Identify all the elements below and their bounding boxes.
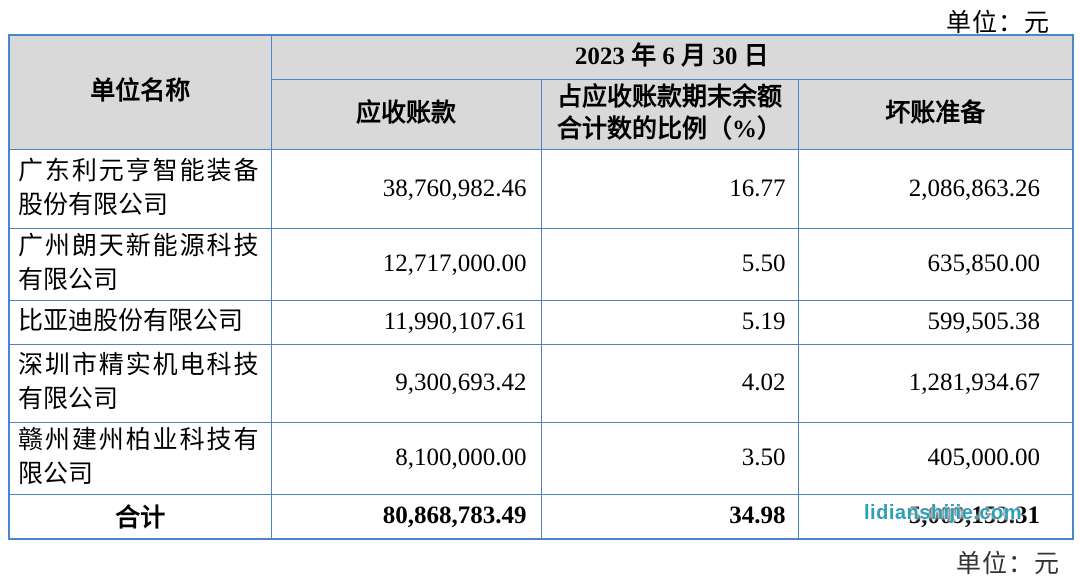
site-watermark: lidianshijie.com [864, 502, 1023, 524]
receivable-value: 12,717,000.00 [270, 227, 542, 301]
company-name: 比亚迪股份有限公司 [8, 299, 272, 345]
table-row: 广州朗天新能源科技有限公司 12,717,000.00 5.50 635,850… [8, 227, 1074, 301]
receivable-value: 9,300,693.42 [270, 343, 542, 423]
company-name: 深圳市精实机电科技有限公司 [8, 343, 272, 423]
total-label: 合计 [8, 493, 272, 540]
bad-debt-value: 405,000.00 [797, 421, 1074, 495]
ratio-value: 16.77 [540, 148, 799, 229]
document-page: { "page": { "unit_label": "单位：元", "botto… [8, 10, 1075, 578]
total-row: 合计 80,868,783.49 34.98 5,009,153.31 [8, 493, 1074, 540]
column-header-bad-debt: 坏账准备 [797, 78, 1074, 150]
header-row-date: 单位名称 2023 年 6 月 30 日 [8, 34, 1074, 150]
company-name: 广东利元亨智能装备股份有限公司 [8, 148, 272, 229]
table-row: 深圳市精实机电科技有限公司 9,300,693.42 4.02 1,281,93… [8, 343, 1074, 423]
total-receivable-value: 80,868,783.49 [270, 493, 542, 540]
receivable-value: 8,100,000.00 [270, 421, 542, 495]
total-bad-debt-value: 5,009,153.31 [797, 493, 1074, 540]
ratio-value: 5.50 [540, 227, 799, 301]
table-row: 广东利元亨智能装备股份有限公司 38,760,982.46 16.77 2,08… [8, 148, 1074, 229]
bad-debt-value: 635,850.00 [797, 227, 1074, 301]
company-name: 赣州建州柏业科技有限公司 [8, 421, 272, 495]
accounts-receivable-table: 单位名称 2023 年 6 月 30 日 应收账款 占应收账款期末余额合计数的比… [8, 34, 1075, 540]
column-header-ratio: 占应收账款期末余额合计数的比例（%） [540, 78, 799, 150]
receivable-value: 38,760,982.46 [270, 148, 542, 229]
bad-debt-value: 2,086,863.26 [797, 148, 1074, 229]
total-ratio-value: 34.98 [540, 493, 799, 540]
header-row-metrics: 应收账款 占应收账款期末余额合计数的比例（%） 坏账准备 [9, 78, 1074, 150]
column-header-receivable: 应收账款 [270, 78, 542, 150]
bad-debt-value: 1,281,934.67 [797, 343, 1074, 423]
company-name: 广州朗天新能源科技有限公司 [8, 227, 272, 301]
bottom-partial-unit-label: 单位：元 [956, 551, 1061, 578]
bad-debt-value: 599,505.38 [797, 299, 1074, 345]
table-row: 比亚迪股份有限公司 11,990,107.61 5.19 599,505.38 [8, 299, 1074, 345]
receivable-value: 11,990,107.61 [270, 299, 542, 345]
ratio-value: 4.02 [540, 343, 799, 423]
ratio-value: 3.50 [540, 421, 799, 495]
unit-label: 单位：元 [945, 10, 1050, 37]
ratio-value: 5.19 [540, 299, 799, 345]
table-row: 赣州建州柏业科技有限公司 8,100,000.00 3.50 405,000.0… [8, 421, 1074, 495]
column-header-company-name: 单位名称 [8, 34, 272, 150]
column-header-date: 2023 年 6 月 30 日 [270, 34, 1074, 80]
